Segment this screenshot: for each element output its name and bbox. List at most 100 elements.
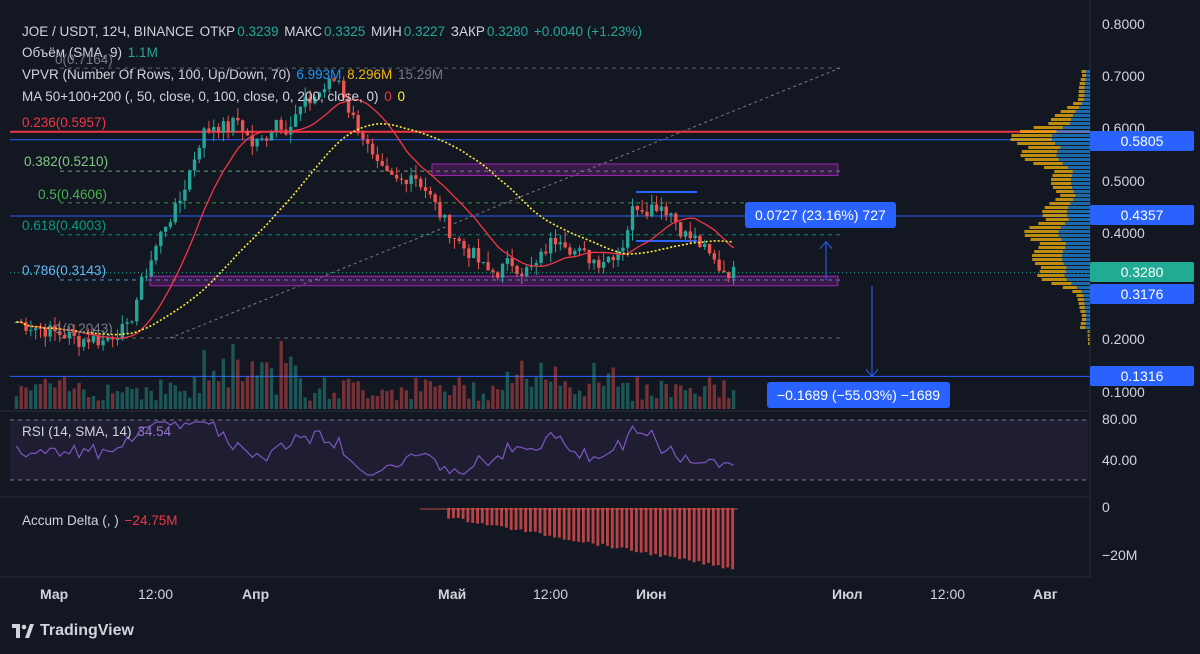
vpvr-bar-up [1060,226,1090,229]
volume-bar [269,368,274,409]
vpvr-bar-down [1039,270,1066,273]
price-tag-0436: 0.4357 [1090,205,1194,225]
vpvr-bar-down [1060,194,1076,197]
accum-delta-bar [543,508,547,536]
vpvr-bar-up [1062,126,1090,129]
candle-body [568,247,572,255]
accum-delta-bar [577,508,581,542]
candle-body [67,332,72,339]
candle-body [601,262,606,268]
vpvr-bar-down [1048,122,1071,125]
candle-body [135,299,139,322]
candle-body [544,251,548,254]
volume-bar [727,398,731,409]
vpvr-bar-down [1078,302,1085,305]
volume-bar [240,381,245,409]
fib-label-0236: 0.236(0.5957) [22,115,107,130]
vpvr-bar-up [1065,222,1090,225]
accum-delta-bar [649,508,653,556]
candle-body [260,138,264,140]
volume-bar [606,373,611,409]
vpvr-bar-up [1061,238,1090,241]
ma-legend[interactable]: MA 50+100+200 (, 50, close, 0, 100, clos… [22,88,407,106]
candle-body [447,214,452,238]
candle-body [72,332,76,337]
volume-bar [500,390,505,409]
measure-up-box[interactable]: 0.0727 (23.16%) 727 [745,202,896,228]
candle-body [539,251,543,264]
accum-delta-bar [456,508,460,518]
volume-legend[interactable]: Объём (SMA, 9) 1.1M [22,44,160,62]
volume-bar [683,390,688,409]
delta-legend[interactable]: Accum Delta (, ) −24.75M [22,512,179,530]
vpvr-bar-up [1065,270,1090,273]
vpvr-bar-down [1087,334,1089,337]
vpvr-up-value: 6.993M [296,67,342,82]
volume-bar [717,397,721,409]
vpvr-bar-up [1089,338,1090,341]
vpvr-bar-down [1020,130,1057,133]
accum-delta-bar [673,508,677,558]
volume-bar [139,399,144,409]
volume-bar [496,389,500,409]
vpvr-bar-up [1073,114,1090,117]
volume-bar [414,377,418,409]
resistance-zone [431,163,839,177]
volume-bar [332,392,336,409]
candle-body [419,178,423,188]
tradingview-logo[interactable]: TradingView [12,622,134,640]
candle-body [342,80,346,98]
vpvr-bar-up [1067,166,1090,169]
vpvr-bar-down [1041,278,1067,281]
time-tick-jun: Июн [636,586,667,602]
candle-body [698,235,702,248]
vpvr-bar-up [1081,102,1090,105]
vpvr-bar-up [1086,314,1090,317]
vpvr-bar-down [1052,186,1073,189]
volume-bar [154,400,158,409]
rsi-legend[interactable]: RSI (14, SMA, 14) 34.54 [22,423,173,441]
vpvr-bar-down [1078,90,1085,93]
candle-body [577,248,582,251]
volume-bar [96,400,100,409]
volume-bar [409,398,413,409]
candle-body [712,253,717,260]
volume-bar [346,378,351,409]
candle-body [356,115,360,133]
vpvr-bar-up [1071,118,1090,121]
candle-body [43,328,47,337]
delta-tick: 0 [1102,499,1110,515]
volume-bar [14,396,19,409]
open-value: 0.3239 [237,24,279,39]
candle-body [592,259,596,264]
measure-down-box[interactable]: −0.1689 (−55.03%) −1689 [767,382,951,408]
vpvr-bar-down [1017,142,1056,145]
volume-bar [549,381,553,409]
vpvr-bar-up [1084,86,1090,89]
time-tick-mar: Мар [40,586,69,602]
candle-body [409,175,413,185]
candle-body [394,174,399,179]
vpvr-bar-down [1051,182,1072,185]
candle-body [188,170,192,190]
vpvr-legend[interactable]: VPVR (Number Of Rows, 100, Up/Down, 70) … [22,66,445,84]
vpvr-bar-down [1029,226,1061,229]
volume-bar [250,361,254,409]
candle-body [650,204,654,217]
accum-delta-bar [591,508,595,544]
ma-value-2: 0 [397,89,406,104]
candle-body [414,175,418,179]
candle-body [640,210,644,212]
accum-delta-bar [480,508,484,524]
vpvr-bar-down [1034,250,1064,253]
accum-delta-bar [466,508,470,523]
delta-tick: −20M [1102,547,1138,563]
ma-value-1: 0 [384,89,392,104]
candle-body [428,190,433,195]
volume-bar [19,385,23,409]
vpvr-bar-up [1068,218,1090,221]
accum-delta-bar [490,508,494,526]
candle-body [207,128,211,132]
volume-bar [293,365,298,409]
